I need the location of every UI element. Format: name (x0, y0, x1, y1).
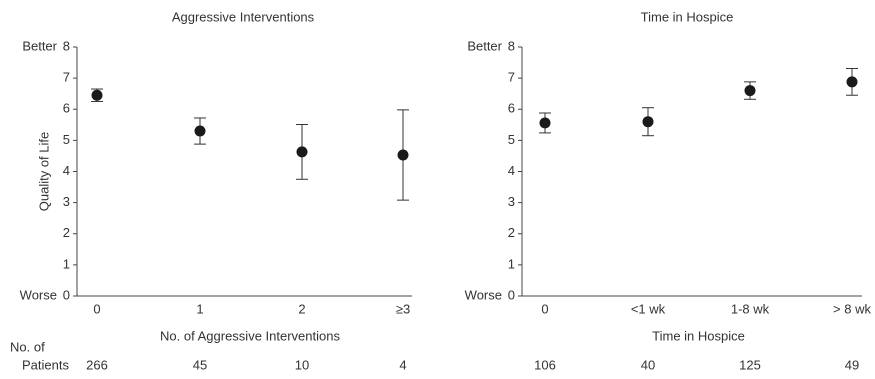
x-axis-label: No. of Aggressive Interventions (160, 328, 340, 343)
y-bottom-label: Worse (465, 287, 502, 302)
point (397, 149, 409, 161)
x-axis-label: Time in Hospice (652, 328, 745, 343)
y-tick-label: 2 (63, 225, 70, 240)
y-bottom-label: Worse (20, 287, 57, 302)
point (539, 117, 551, 129)
y-tick-label: 0 (63, 287, 70, 302)
y-tick-label: 7 (63, 70, 70, 85)
point (91, 89, 103, 101)
y-axis-label: Quality of Life (36, 132, 51, 212)
patient-count: 10 (295, 357, 309, 372)
x-tick-label: 0 (541, 301, 548, 316)
y-tick-label: 4 (508, 163, 515, 178)
x-tick-label: 0 (93, 301, 100, 316)
patient-count: 45 (193, 357, 207, 372)
x-tick-label: <1 wk (631, 301, 666, 316)
patients-label: No. of (10, 339, 45, 354)
patients-label: Patients (22, 357, 69, 372)
y-tick-label: 4 (63, 163, 70, 178)
y-top-label: Better (22, 38, 57, 53)
patient-count: 40 (641, 357, 655, 372)
y-tick-label: 8 (508, 38, 515, 53)
y-tick-label: 3 (508, 194, 515, 209)
y-tick-label: 5 (508, 132, 515, 147)
y-tick-label: 1 (508, 256, 515, 271)
x-tick-label: 2 (298, 301, 305, 316)
patient-count: 4 (399, 357, 406, 372)
y-top-label: Better (467, 38, 502, 53)
y-tick-label: 8 (63, 38, 70, 53)
patient-count: 266 (86, 357, 108, 372)
y-tick-label: 1 (63, 256, 70, 271)
point (642, 116, 654, 128)
chart-title: Time in Hospice (641, 9, 734, 24)
point (744, 85, 756, 97)
x-tick-label: 1-8 wk (731, 301, 770, 316)
patient-count: 106 (534, 357, 556, 372)
point (296, 146, 308, 158)
y-tick-label: 5 (63, 132, 70, 147)
y-tick-label: 3 (63, 194, 70, 209)
y-tick-label: 6 (508, 101, 515, 116)
y-tick-label: 7 (508, 70, 515, 85)
patient-count: 125 (739, 357, 761, 372)
chart-title: Aggressive Interventions (172, 9, 315, 24)
point (194, 125, 206, 137)
x-tick-label: ≥3 (396, 301, 410, 316)
y-tick-label: 2 (508, 225, 515, 240)
x-tick-label: 1 (196, 301, 203, 316)
point (846, 76, 858, 88)
y-tick-label: 0 (508, 287, 515, 302)
x-tick-label: > 8 wk (833, 301, 871, 316)
patient-count: 49 (845, 357, 859, 372)
y-tick-label: 6 (63, 101, 70, 116)
